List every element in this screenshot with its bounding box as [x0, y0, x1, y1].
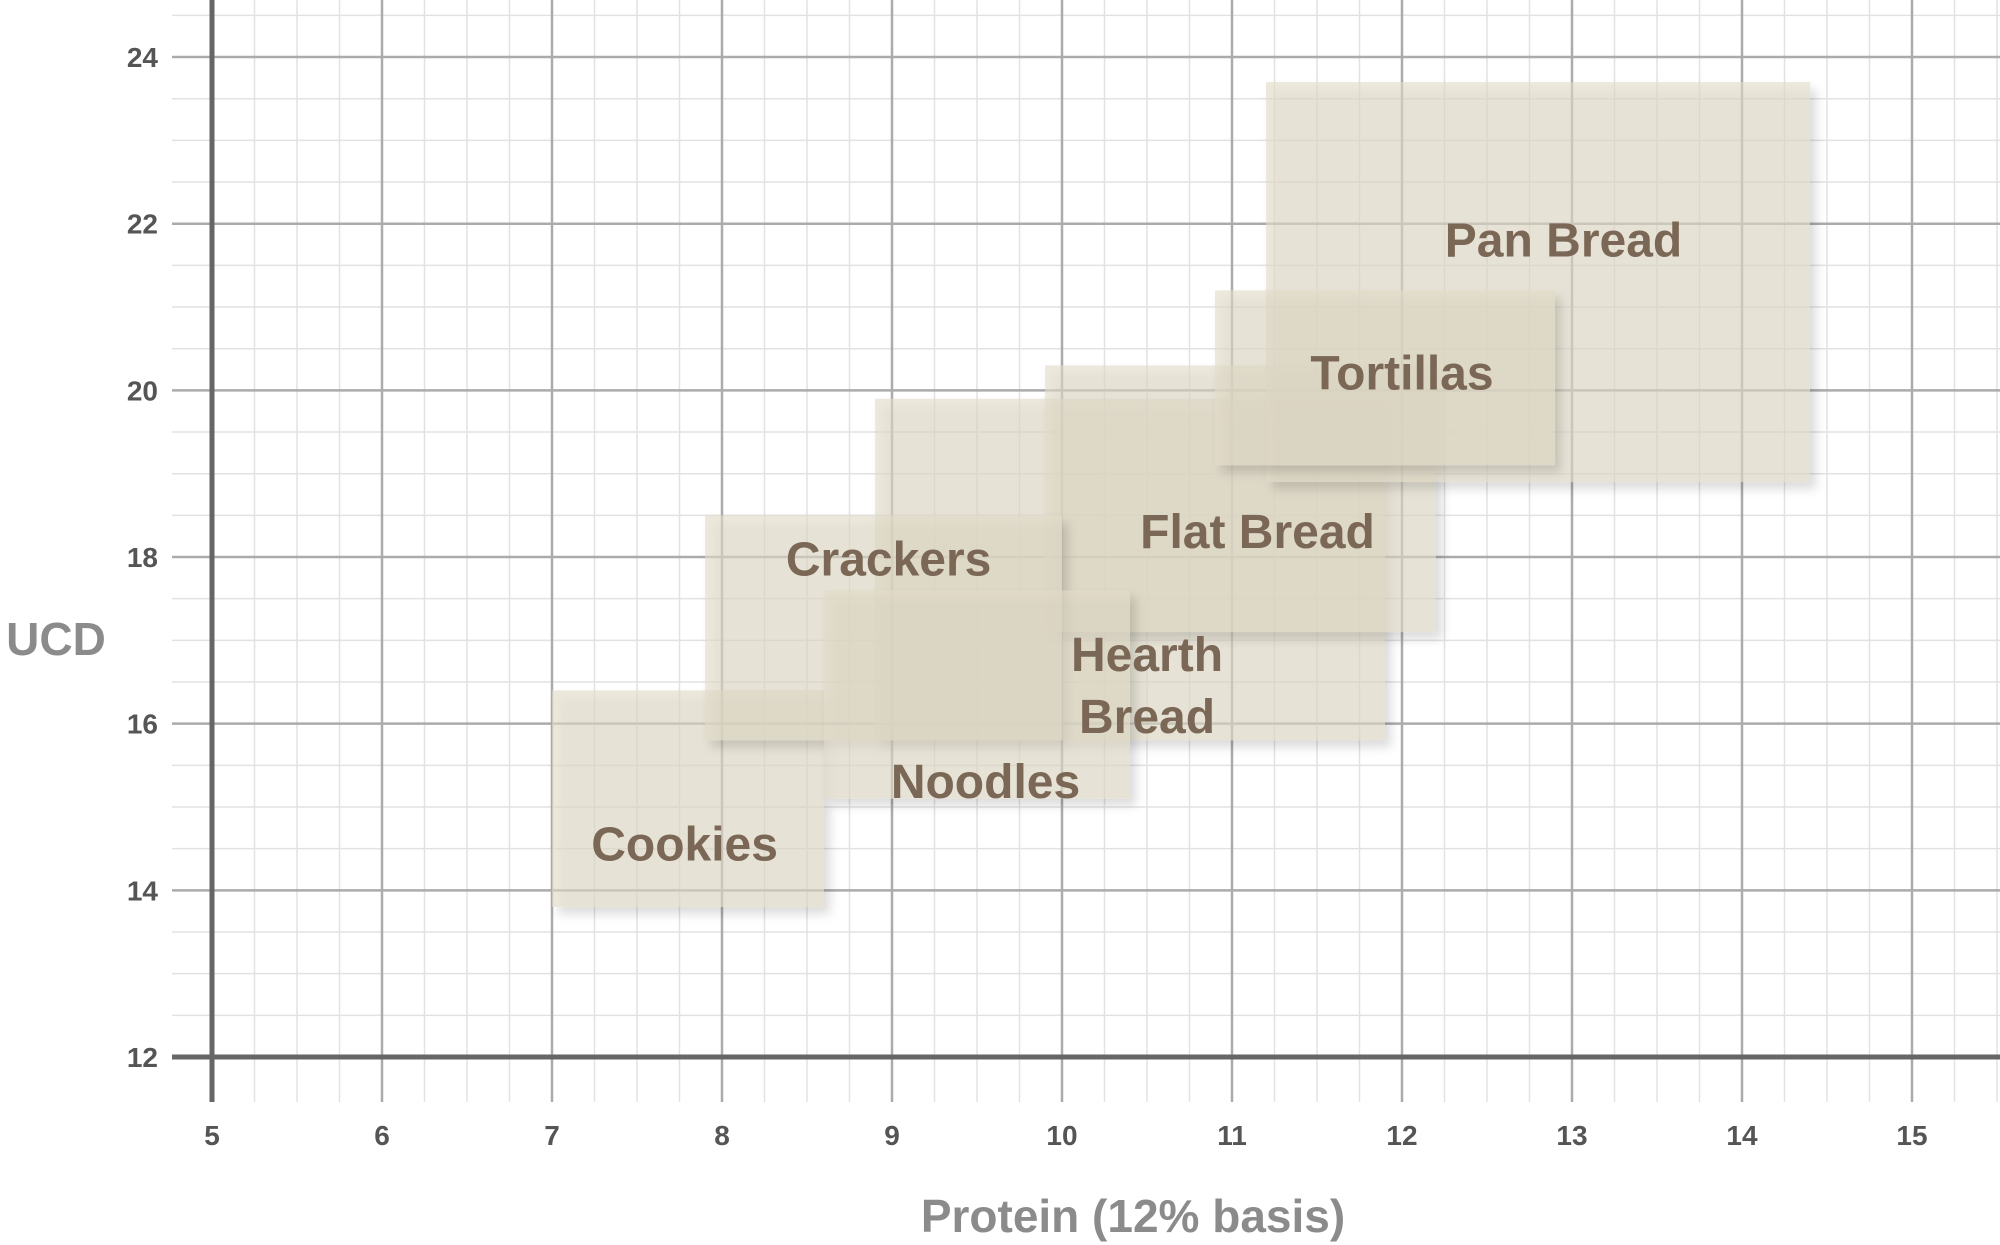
y-tick-label: 20 — [127, 375, 158, 406]
y-tick-label: 14 — [127, 875, 159, 906]
region-label: Bread — [1079, 691, 1215, 744]
y-tick-label: 16 — [127, 709, 158, 740]
region-label: Hearth — [1071, 629, 1223, 682]
x-tick-label: 10 — [1046, 1120, 1077, 1151]
region-label: Flat Bread — [1140, 506, 1375, 559]
tick-labels: 12 14 16 18 20 22 24 5 6 7 8 9 10 11 12 13 14 15 — [127, 42, 1928, 1151]
region-label: Crackers — [786, 534, 992, 587]
region-boxes — [552, 82, 1810, 908]
x-tick-label: 13 — [1556, 1120, 1587, 1151]
region-label: Noodles — [891, 756, 1080, 809]
x-tick-label: 15 — [1896, 1120, 1927, 1151]
y-tick-label: 22 — [127, 209, 158, 240]
region-label: Pan Bread — [1445, 214, 1682, 267]
region-label: Tortillas — [1310, 348, 1493, 401]
x-axis-title: Protein (12% basis) — [921, 1190, 1345, 1242]
y-tick-label: 18 — [127, 542, 158, 573]
region-label: Cookies — [591, 819, 778, 872]
y-tick-label: 24 — [127, 42, 159, 73]
axes — [172, 0, 2000, 1102]
y-tick-label: 12 — [127, 1042, 158, 1073]
x-tick-label: 11 — [1217, 1120, 1247, 1151]
region-box-tortillas — [1215, 290, 1555, 466]
x-tick-label: 14 — [1726, 1120, 1758, 1151]
x-tick-label: 6 — [374, 1120, 390, 1151]
x-tick-label: 7 — [544, 1120, 560, 1151]
x-tick-label: 5 — [204, 1120, 220, 1151]
x-tick-label: 8 — [714, 1120, 730, 1151]
region-box-noodles — [824, 590, 1130, 799]
y-axis-title: UCD — [6, 613, 106, 665]
x-tick-label: 9 — [884, 1120, 900, 1151]
x-tick-label: 12 — [1386, 1120, 1417, 1151]
region-labels: Cookies Hearth Bread Flat Bread Crackers Nood… — [591, 214, 1682, 871]
